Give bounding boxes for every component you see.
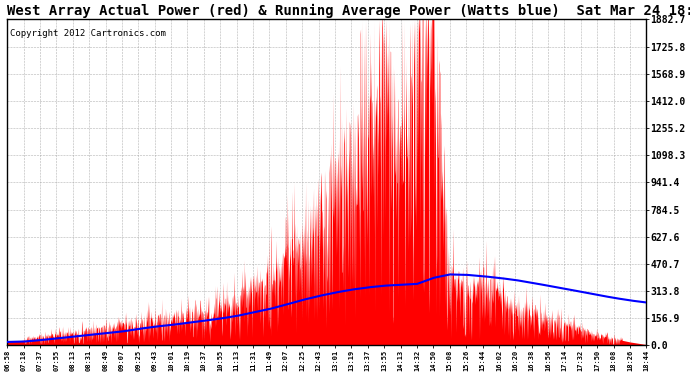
Text: Copyright 2012 Cartronics.com: Copyright 2012 Cartronics.com — [10, 29, 166, 38]
Text: West Array Actual Power (red) & Running Average Power (Watts blue)  Sat Mar 24 1: West Array Actual Power (red) & Running … — [7, 4, 690, 18]
